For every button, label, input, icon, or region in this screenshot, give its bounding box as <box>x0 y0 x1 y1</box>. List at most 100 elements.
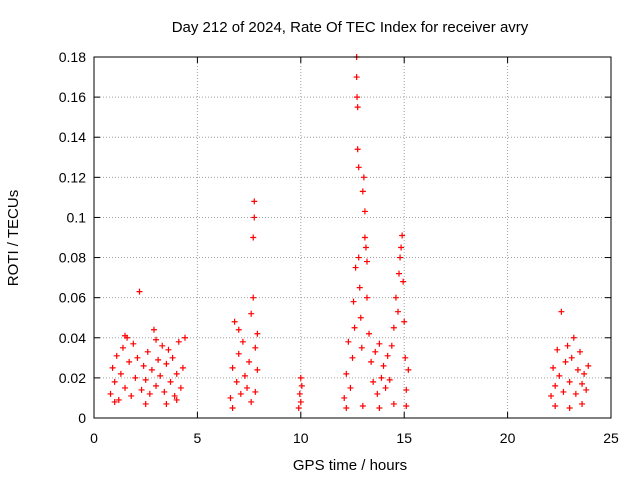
data-point <box>252 388 259 395</box>
data-point <box>392 294 399 301</box>
data-point <box>111 378 118 385</box>
data-point <box>566 404 573 411</box>
data-point <box>138 386 145 393</box>
y-tick-label: 0.18 <box>59 49 86 65</box>
data-point <box>568 354 575 361</box>
chart-title: Day 212 of 2024, Rate Of TEC Index for r… <box>172 19 529 36</box>
data-point <box>354 146 361 153</box>
data-point <box>153 382 160 389</box>
data-point <box>576 348 583 355</box>
data-point <box>396 270 403 277</box>
data-points-layer <box>107 54 592 411</box>
data-point <box>378 374 385 381</box>
data-point <box>163 400 170 407</box>
y-axis-label: ROTI / TECUs <box>5 190 22 286</box>
x-tick-label: 15 <box>396 430 412 446</box>
data-point <box>233 378 240 385</box>
data-point <box>231 318 238 325</box>
data-point <box>583 386 590 393</box>
data-point <box>130 340 137 347</box>
data-point <box>398 244 405 251</box>
data-point <box>173 370 180 377</box>
data-point <box>161 388 168 395</box>
data-point <box>142 400 149 407</box>
data-point <box>250 294 257 301</box>
data-point <box>552 402 559 409</box>
y-tick-label: 0.16 <box>59 89 86 105</box>
data-point <box>550 364 557 371</box>
data-point <box>376 340 383 347</box>
data-point <box>581 370 588 377</box>
data-point <box>403 402 410 409</box>
data-point <box>380 362 387 369</box>
data-point <box>359 188 366 195</box>
data-point <box>345 338 352 345</box>
data-point <box>169 354 176 361</box>
data-point <box>574 366 581 373</box>
data-point <box>354 94 361 101</box>
data-point <box>368 358 375 365</box>
x-tick-label: 5 <box>194 430 202 446</box>
grid-layer <box>94 57 611 418</box>
data-point <box>250 234 257 241</box>
data-point <box>384 352 391 359</box>
data-point <box>227 394 234 401</box>
data-point <box>239 338 246 345</box>
data-point <box>163 360 170 367</box>
data-point <box>155 356 162 363</box>
data-point <box>167 378 174 385</box>
data-point <box>382 384 389 391</box>
data-point <box>142 376 149 383</box>
data-point <box>362 244 369 251</box>
data-point <box>585 362 592 369</box>
data-point <box>122 384 129 391</box>
data-point <box>366 330 373 337</box>
x-tick-label: 0 <box>90 430 98 446</box>
y-tick-label: 0.08 <box>59 250 86 266</box>
data-point <box>159 342 166 349</box>
data-point <box>401 318 408 325</box>
data-point <box>295 404 302 411</box>
data-point <box>370 378 377 385</box>
data-point <box>399 232 406 239</box>
x-tick-label: 20 <box>500 430 516 446</box>
data-point <box>244 384 251 391</box>
data-point <box>165 346 172 353</box>
data-point <box>107 390 114 397</box>
y-tick-label: 0.1 <box>67 209 87 225</box>
data-point <box>343 370 350 377</box>
data-point <box>356 284 363 291</box>
data-point <box>235 350 242 357</box>
data-point <box>254 330 261 337</box>
data-point <box>251 214 258 221</box>
data-point <box>109 364 116 371</box>
data-point <box>171 392 178 399</box>
data-point <box>363 258 370 265</box>
data-point <box>352 264 359 271</box>
y-tick-label: 0 <box>78 410 86 426</box>
x-tick-label: 10 <box>293 430 309 446</box>
data-point <box>177 384 184 391</box>
data-point <box>579 400 586 407</box>
data-point <box>341 394 348 401</box>
data-point <box>402 354 409 361</box>
data-point <box>229 404 236 411</box>
data-point <box>354 104 361 111</box>
data-point <box>560 388 567 395</box>
data-point <box>374 390 381 397</box>
data-point <box>572 390 579 397</box>
data-point <box>357 314 364 321</box>
data-point <box>119 344 126 351</box>
data-point <box>548 392 555 399</box>
data-point <box>297 374 304 381</box>
data-point <box>181 334 188 341</box>
data-point <box>558 308 565 315</box>
axis-ticks: 0 0.02 0.04 0.06 0.08 0.1 0.12 0.14 0.16 0.18 0 5 10… <box>59 49 619 446</box>
data-point <box>351 324 358 331</box>
data-point <box>252 344 259 351</box>
data-point <box>298 382 305 389</box>
data-point <box>246 358 253 365</box>
data-point <box>173 396 180 403</box>
y-tick-label: 0.04 <box>59 330 86 346</box>
